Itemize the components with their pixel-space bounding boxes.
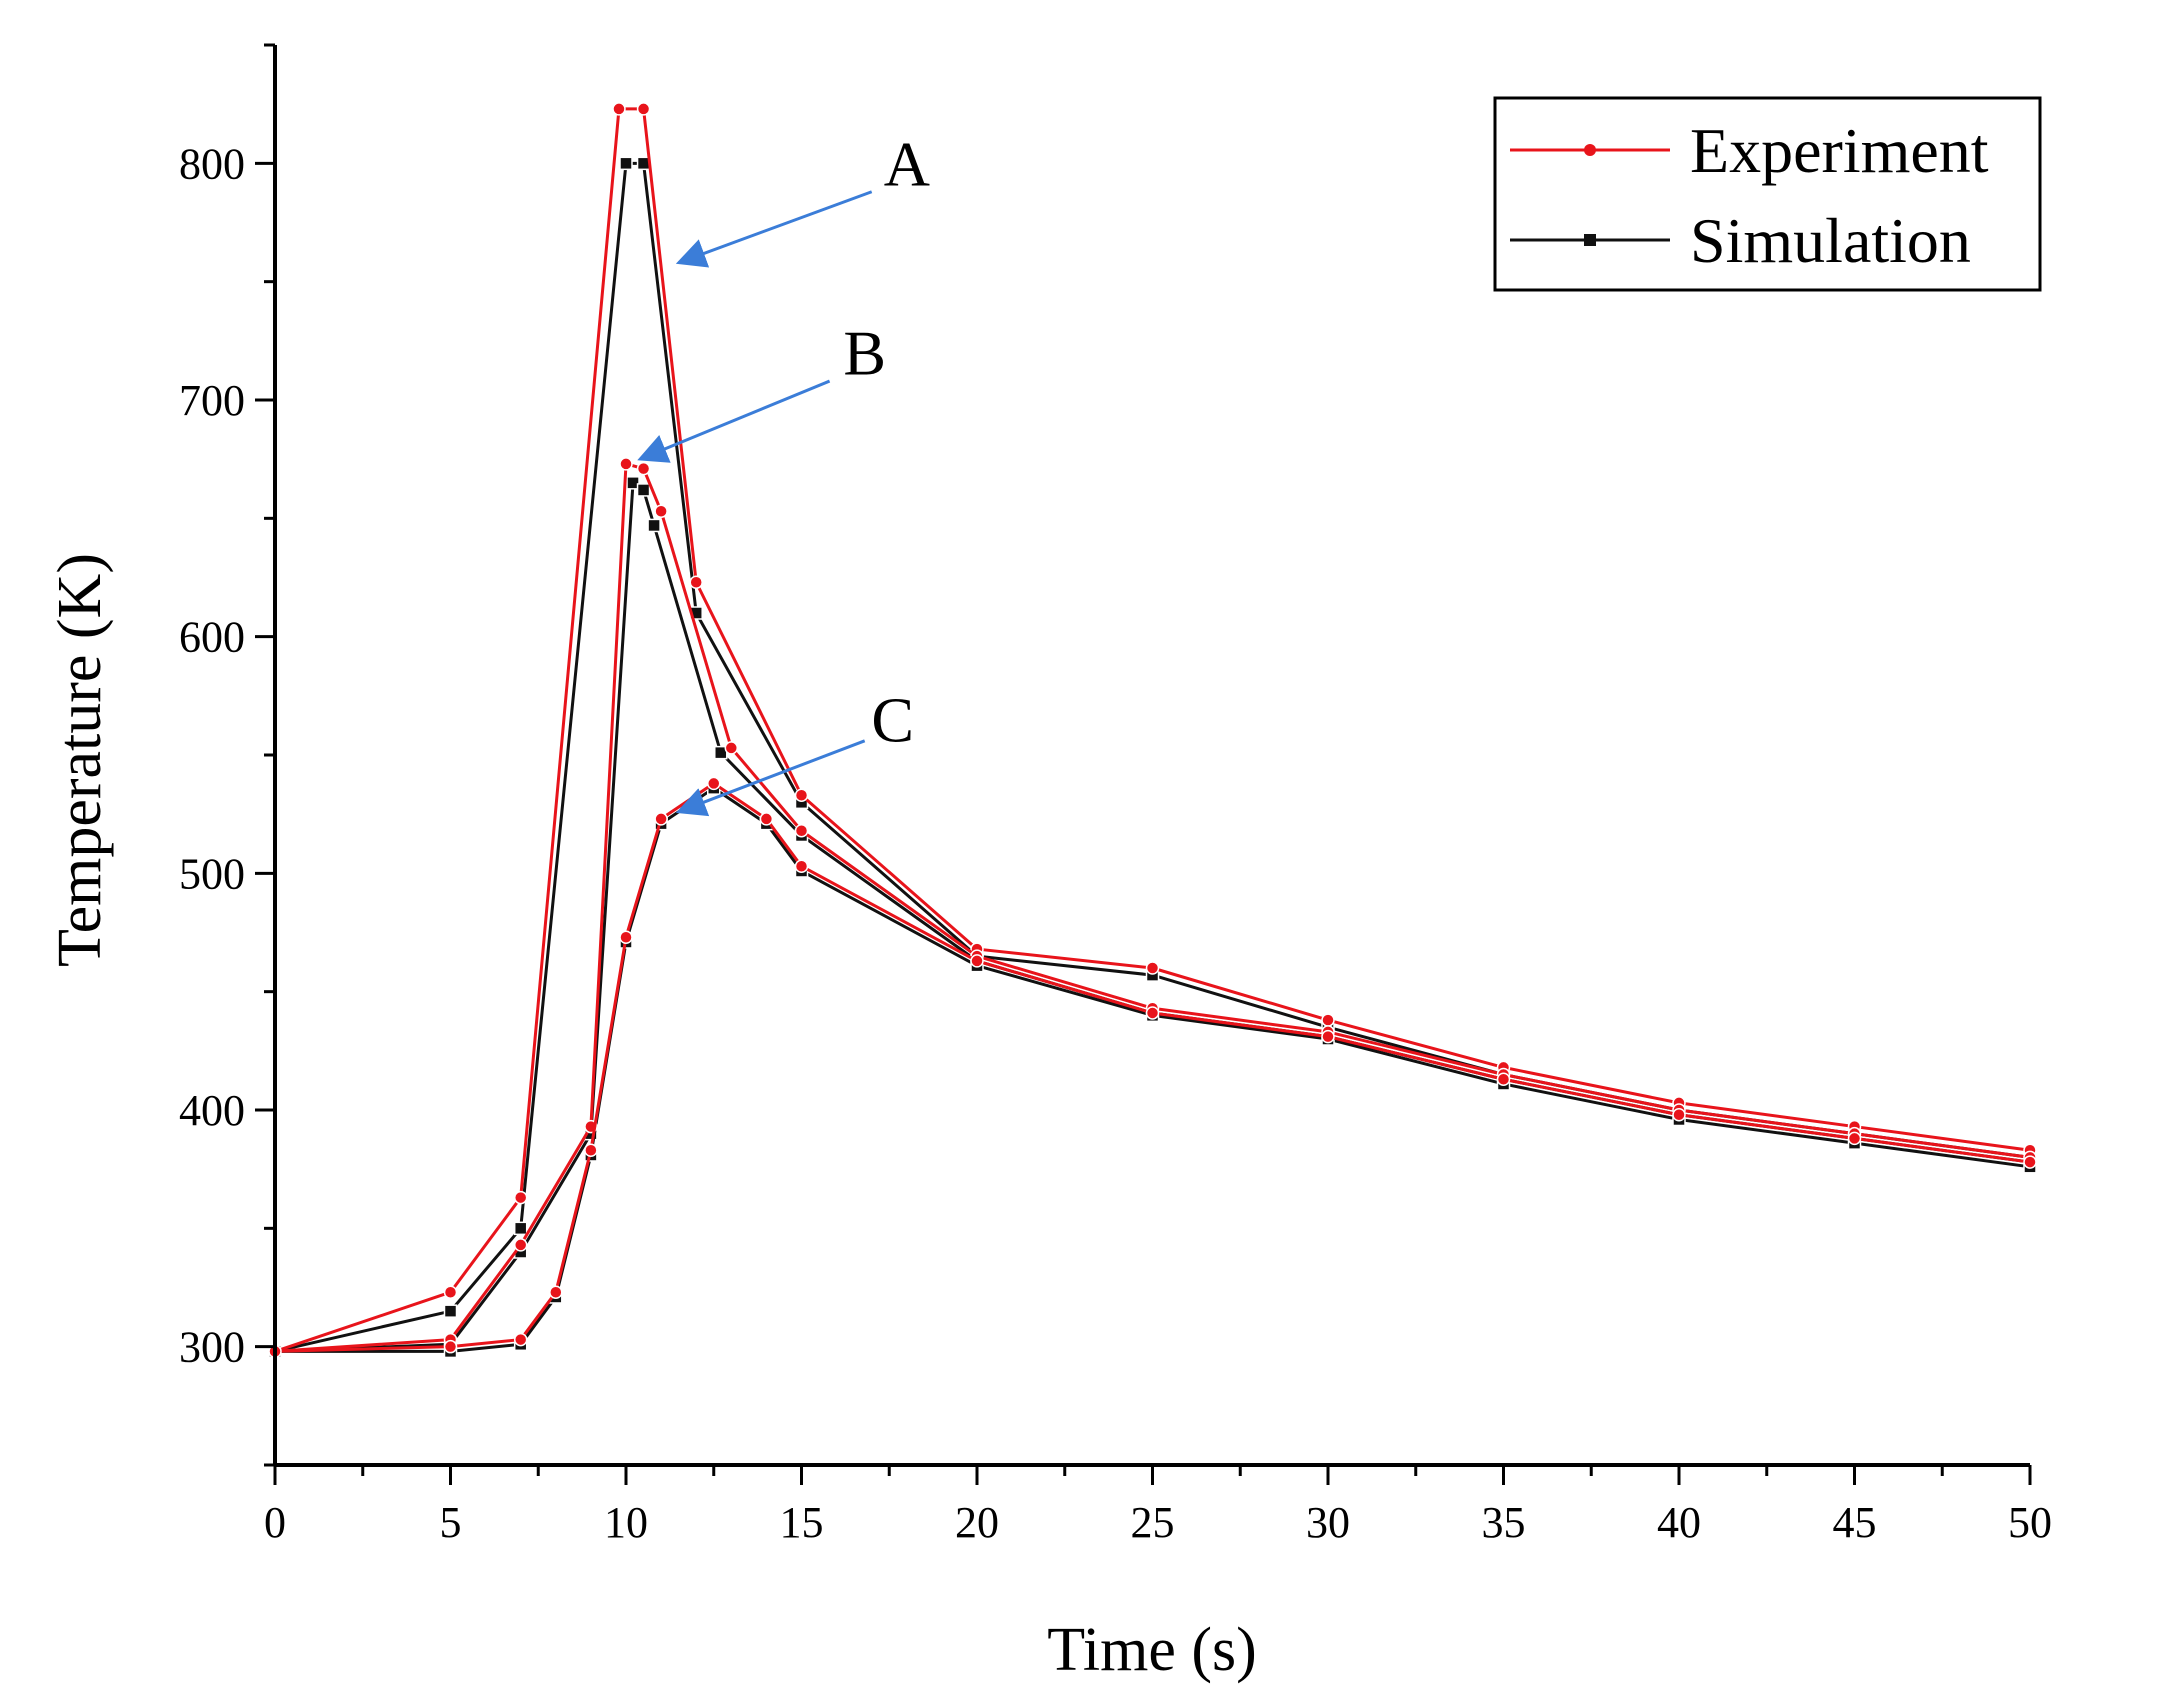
data-point-simulation-a — [513, 1221, 528, 1236]
x-tick-label: 5 — [440, 1498, 462, 1547]
data-point-experiment-b — [794, 823, 809, 838]
y-tick-label: 500 — [179, 849, 245, 898]
data-point-experiment-b — [654, 504, 668, 518]
data-point-experiment-c — [619, 930, 633, 944]
series-line-simulation-b — [274, 481, 2031, 1353]
data-point-simulation-a — [619, 156, 633, 171]
legend-box — [1493, 96, 2042, 292]
data-point-simulation-b — [636, 483, 651, 497]
y-tick-label: 600 — [179, 613, 245, 662]
legend-marker-simulation — [1584, 234, 1596, 246]
data-point-experiment-a — [636, 102, 651, 116]
x-axis-title: Time (s) — [1047, 1616, 1257, 1684]
y-tick-label: 300 — [179, 1323, 245, 1372]
legend-label-experiment: Experiment — [1690, 115, 1989, 186]
annotation-arrow-c — [675, 739, 866, 817]
data-point-experiment-c — [2023, 1155, 2037, 1169]
data-point-experiment-c — [513, 1332, 528, 1347]
data-point-experiment-b — [636, 461, 651, 476]
x-tick-label: 25 — [1131, 1498, 1175, 1547]
annotation-label-a: A — [884, 128, 930, 199]
x-tick-label: 35 — [1482, 1498, 1526, 1547]
y-tick-label: 800 — [179, 139, 245, 188]
data-point-simulation-b — [626, 476, 640, 490]
annotation-arrow-a — [675, 190, 873, 268]
ticks: 0 5 10 15 20 25 30 35 40 45 50 300 400 500 600 700 800 — [179, 43, 2052, 1547]
x-tick-label: 20 — [955, 1498, 999, 1547]
annotations: A B C — [637, 128, 930, 817]
series-line-simulation-c — [275, 786, 2031, 1353]
data-point-experiment-c — [1321, 1029, 1335, 1044]
data-point-simulation-b — [647, 518, 661, 533]
data-point-experiment-a — [612, 102, 626, 116]
annotation-label-c: C — [871, 685, 914, 756]
data-point-experiment-c — [794, 859, 809, 873]
data-point-experiment-a — [794, 788, 809, 802]
data-point-experiment-b — [724, 741, 739, 755]
data-point-experiment-c — [1496, 1072, 1511, 1086]
data-point-experiment-a — [513, 1190, 528, 1205]
series-line-simulation-a — [274, 161, 2031, 1353]
x-tick-label: 0 — [264, 1498, 286, 1547]
legend-label-simulation: Simulation — [1690, 205, 1971, 276]
data-point-experiment-c — [1847, 1131, 1862, 1146]
annotation-arrow-b — [637, 379, 831, 463]
data-point-experiment-c — [707, 776, 721, 791]
legend: Experiment Simulation — [1493, 96, 2042, 292]
data-point-simulation-a — [443, 1304, 458, 1318]
data-point-experiment-a — [443, 1285, 458, 1299]
data-point-experiment-a — [689, 575, 703, 589]
data-point-experiment-c — [1145, 1006, 1160, 1020]
series-layer — [268, 102, 2037, 1359]
y-axis-title: Temperature (K) — [46, 553, 114, 967]
data-point-experiment-b — [513, 1238, 528, 1252]
x-tick-label: 40 — [1657, 1498, 1701, 1547]
series-line-experiment-b — [274, 462, 2031, 1353]
data-point-experiment-b — [619, 457, 633, 471]
x-tick-label: 30 — [1306, 1498, 1350, 1547]
series-line-experiment-c — [274, 781, 2031, 1353]
data-point-experiment-c — [970, 954, 984, 968]
data-point-experiment-a — [1145, 961, 1160, 975]
data-point-experiment-c — [654, 812, 668, 826]
annotation-label-b: B — [843, 318, 886, 389]
x-tick-label: 45 — [1833, 1498, 1877, 1547]
y-tick-label: 700 — [179, 376, 245, 425]
x-tick-label: 10 — [604, 1498, 648, 1547]
data-point-experiment-c — [443, 1339, 458, 1354]
legend-marker-experiment — [1584, 144, 1596, 156]
data-point-experiment-a — [1321, 1013, 1335, 1027]
data-point-experiment-c — [584, 1143, 598, 1157]
y-tick-label: 400 — [179, 1086, 245, 1135]
series-line-experiment-a — [274, 107, 2031, 1353]
data-point-experiment-c — [1672, 1107, 1686, 1122]
x-tick-label: 50 — [2008, 1498, 2052, 1547]
data-point-experiment-c — [549, 1285, 563, 1299]
x-tick-label: 15 — [780, 1498, 824, 1547]
data-point-experiment-c — [759, 812, 774, 826]
